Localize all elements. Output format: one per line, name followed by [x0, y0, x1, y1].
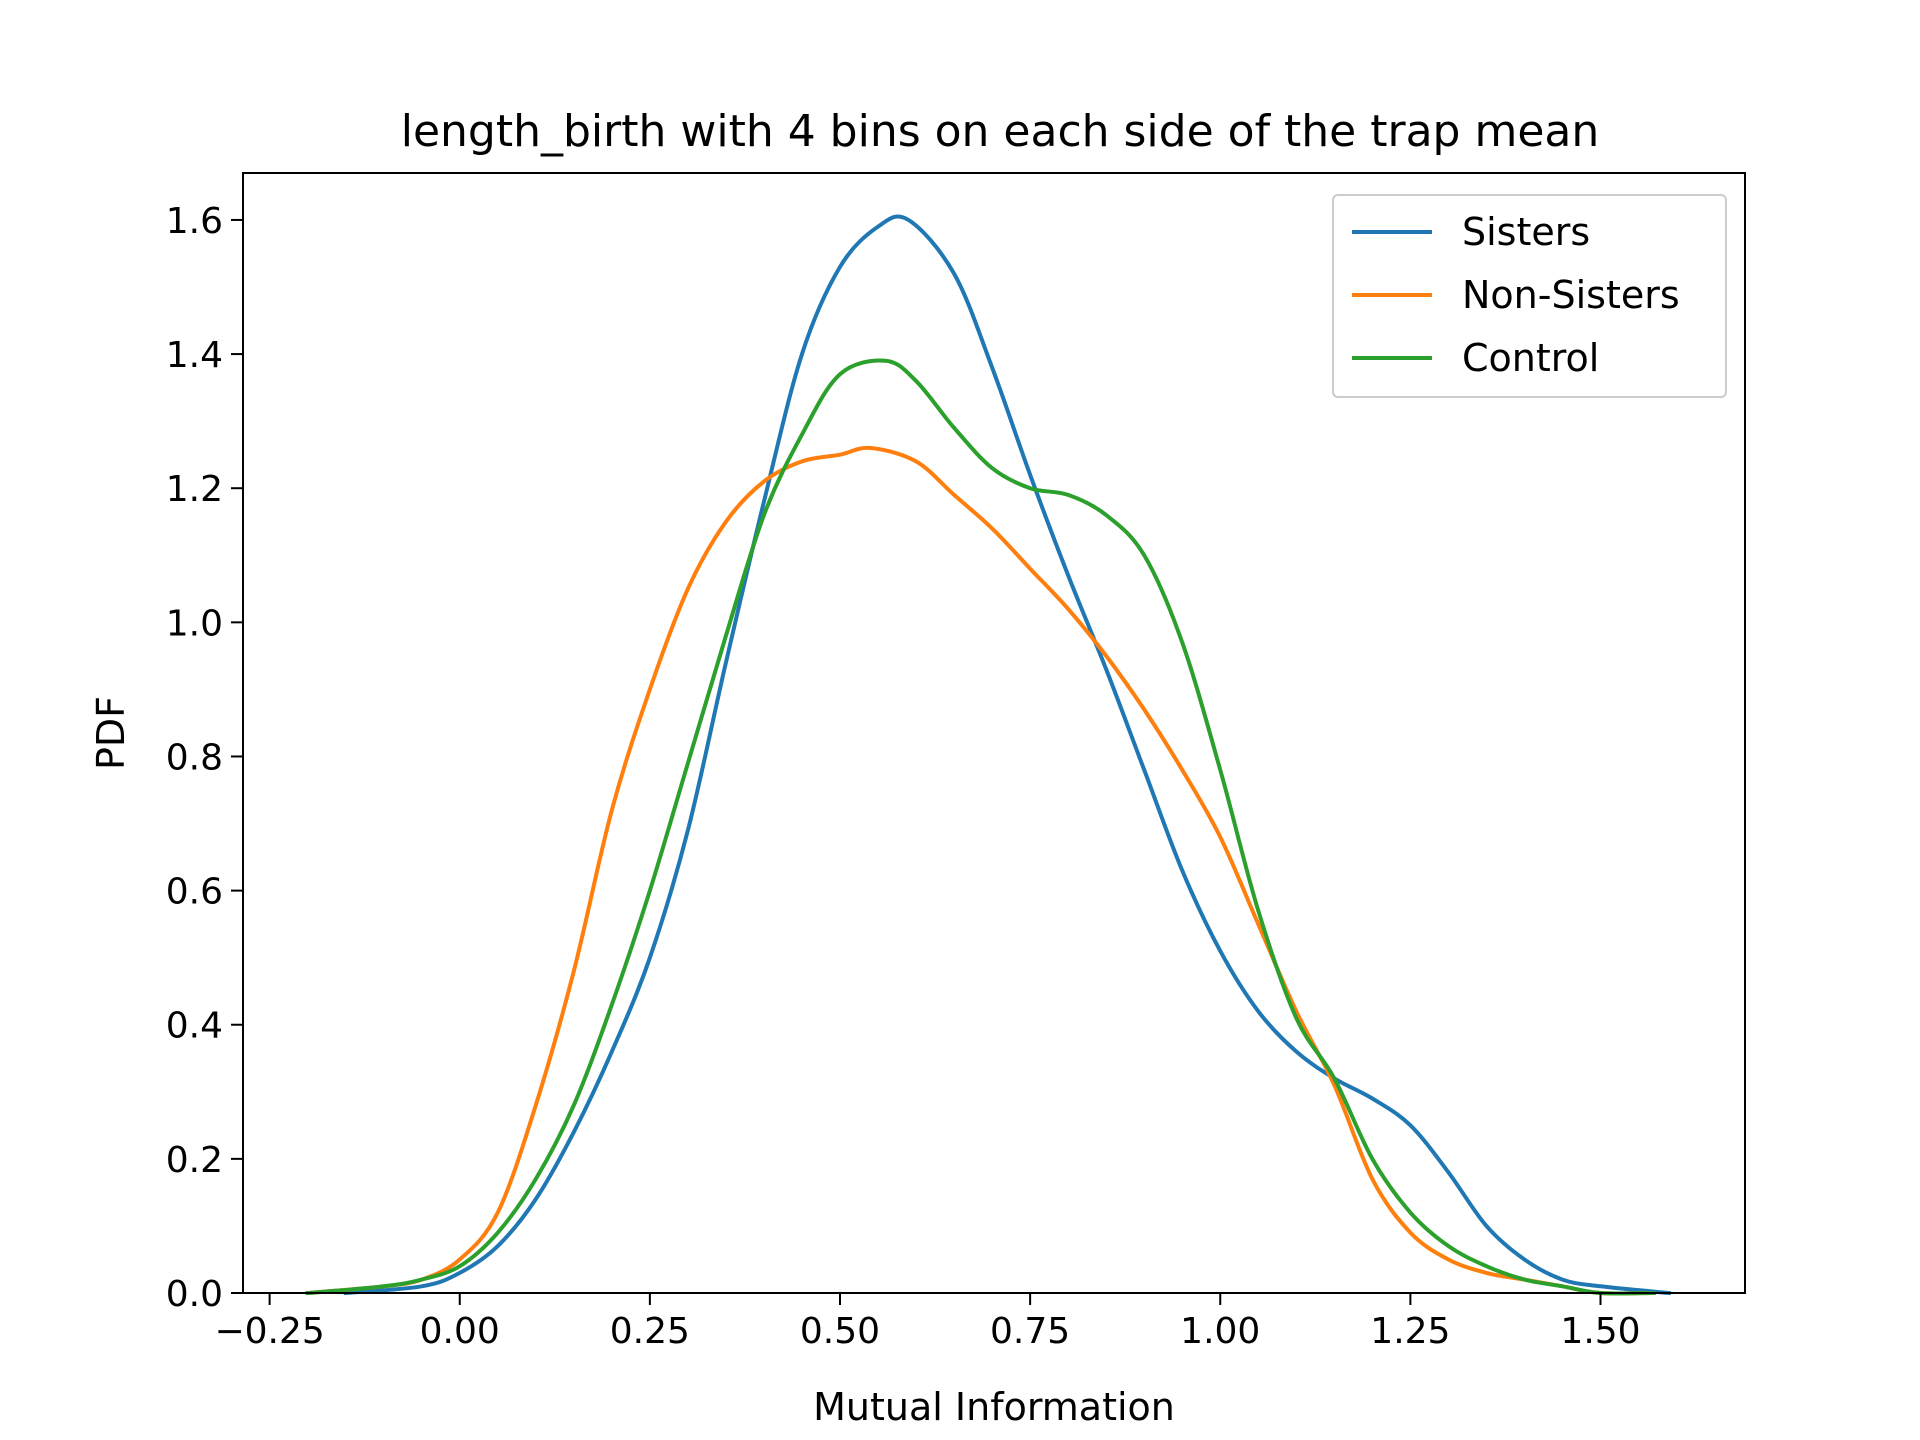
legend: Sisters Non-Sisters Control — [1332, 194, 1727, 398]
y-tick-label: 0.8 — [166, 737, 223, 778]
x-tick-label: −0.25 — [214, 1311, 324, 1352]
y-tick-label: 0.0 — [166, 1274, 223, 1315]
chart-title: length_birth with 4 bins on each side of… — [401, 106, 1600, 157]
x-tick-label: 1.00 — [1180, 1311, 1260, 1352]
y-tick-label: 1.6 — [166, 201, 223, 242]
x-axis: −0.25 0.00 0.25 0.50 0.75 1.00 1.25 1.50 — [214, 1293, 1641, 1352]
y-tick-label: 1.4 — [166, 335, 223, 376]
series-lines — [305, 214, 1672, 1296]
legend-label: Control — [1462, 336, 1599, 380]
x-tick-label: 0.75 — [990, 1311, 1070, 1352]
series-line-control — [305, 358, 1656, 1296]
series-line-sisters — [343, 214, 1672, 1296]
legend-box — [1332, 194, 1727, 398]
y-tick-label: 0.4 — [166, 1006, 223, 1047]
y-axis-label: PDF — [89, 696, 133, 770]
y-tick-label: 1.2 — [166, 469, 223, 510]
legend-label: Non-Sisters — [1462, 273, 1680, 317]
legend-label: Sisters — [1462, 210, 1590, 254]
x-tick-label: 1.50 — [1560, 1311, 1640, 1352]
plot-frame — [242, 172, 1746, 1294]
x-tick-label: 0.00 — [420, 1311, 500, 1352]
y-tick-label: 1.0 — [166, 603, 223, 644]
y-axis: 0.0 0.2 0.4 0.6 0.8 1.0 1.2 1.4 1.6 — [166, 201, 243, 1315]
x-tick-label: 1.25 — [1370, 1311, 1450, 1352]
x-tick-label: 0.50 — [800, 1311, 880, 1352]
y-tick-label: 0.6 — [166, 872, 223, 913]
y-tick-label: 0.2 — [166, 1140, 223, 1181]
x-tick-label: 0.25 — [610, 1311, 690, 1352]
series-line-non-sisters — [305, 445, 1656, 1296]
x-axis-label: Mutual Information — [813, 1385, 1175, 1429]
